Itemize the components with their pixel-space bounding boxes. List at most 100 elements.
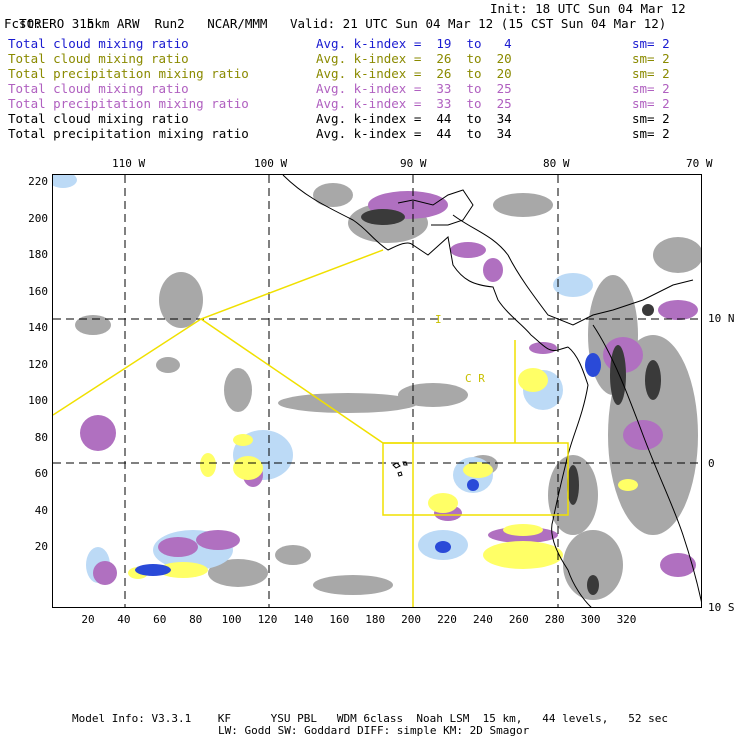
coastline-caribbean xyxy=(452,214,694,326)
fcst-label: Fcst: xyxy=(4,16,42,31)
gray-cloud xyxy=(159,272,203,328)
purple-area xyxy=(529,342,557,354)
bottom-tick-10: 220 xyxy=(437,613,457,626)
fcst-value: 3 h xyxy=(71,16,95,31)
legend-sm-2: sm= 2 xyxy=(632,66,670,81)
bottom-tick-15: 320 xyxy=(616,613,637,626)
dark-core xyxy=(361,209,405,225)
gray-cloud xyxy=(398,383,468,407)
center-label: NCAR/MMM xyxy=(207,16,268,31)
yellow-area xyxy=(428,493,458,513)
coastline-galapagos xyxy=(392,461,408,477)
yellow-area xyxy=(158,562,208,578)
legend-field-4: Total precipitation mixing ratio xyxy=(8,96,249,111)
right-tick-1: 0 xyxy=(708,457,715,470)
yellow-area xyxy=(503,524,543,536)
legend-kindex-2: Avg. k-index = 26 to 20 xyxy=(316,66,512,81)
yellow-area xyxy=(233,456,263,480)
coastline-andes-east xyxy=(592,324,701,602)
legend-field-2: Total precipitation mixing ratio xyxy=(8,66,249,81)
gray-cloud xyxy=(563,530,623,600)
coastlines xyxy=(282,175,701,607)
legend-sm-5: sm= 2 xyxy=(632,111,670,126)
bottom-tick-4: 100 xyxy=(221,613,242,626)
blue-area xyxy=(467,479,479,491)
label-costa-rica: C R xyxy=(465,372,485,385)
top-tick-0: 110 W xyxy=(112,157,146,170)
bottom-tick-12: 260 xyxy=(508,613,529,626)
top-tick-3: 80 W xyxy=(543,157,570,170)
bottom-tick-5: 120 xyxy=(257,613,278,626)
left-tick-8: 60 xyxy=(34,467,48,480)
top-tick-4: 70 W xyxy=(686,157,713,170)
yellow-area xyxy=(200,453,216,477)
left-tick-10: 20 xyxy=(34,540,48,553)
map-panel: I C R xyxy=(52,174,702,608)
legend-sm-0: sm= 2 xyxy=(632,36,670,51)
model-name: TORERO xyxy=(19,16,65,31)
gray-cloud xyxy=(156,357,180,373)
blue-area xyxy=(435,541,451,553)
purple-area xyxy=(158,537,198,557)
forecast-hour: Fcst: 3 h xyxy=(4,16,94,31)
model-resolution: 15km ARW xyxy=(79,16,140,31)
left-tick-0: 220 xyxy=(28,175,48,188)
legend-field-1: Total cloud mixing ratio xyxy=(8,51,189,66)
right-tick-0: 10 N xyxy=(708,312,735,325)
gray-cloud xyxy=(313,575,393,595)
left-tick-9: 40 xyxy=(34,503,48,517)
purple-area xyxy=(196,530,240,550)
gray-cloud xyxy=(208,559,268,587)
purple-area xyxy=(80,415,116,451)
light-blue-area xyxy=(53,175,77,188)
legend-sm-3: sm= 2 xyxy=(632,81,670,96)
legend-field-0: Total cloud mixing ratio xyxy=(8,36,189,51)
dark-core xyxy=(645,360,661,400)
light-blue-area xyxy=(553,273,593,297)
legend-kindex-0: Avg. k-index = 19 to 4 xyxy=(316,36,512,51)
right-tick-2: 10 S xyxy=(708,601,735,614)
legend-kindex-5: Avg. k-index = 44 to 34 xyxy=(316,111,512,126)
valid-time: Valid: 21 UTC Sun 04 Mar 12 (15 CST Sun … xyxy=(290,16,667,31)
dark-core xyxy=(610,345,626,405)
bottom-tick-7: 160 xyxy=(329,613,350,626)
left-tick-4: 140 xyxy=(28,321,48,334)
bottom-tick-6: 140 xyxy=(293,613,314,626)
bottom-tick-1: 40 xyxy=(117,613,131,626)
header-line-1: TORERO 15km ARW Run2 NCAR/MMM xyxy=(4,1,267,31)
bottom-tick-2: 60 xyxy=(153,613,167,626)
blue-areas xyxy=(135,353,601,576)
light-blue-areas xyxy=(53,175,593,583)
label-panama: I xyxy=(435,313,442,326)
gray-cloud xyxy=(75,315,111,335)
model-info-line-1: Model Info: V3.3.1 KF YSU PBL WDM 6class… xyxy=(72,712,669,725)
left-tick-2: 180 xyxy=(28,248,48,261)
legend-sm-6: sm= 2 xyxy=(632,126,670,141)
coastline-central-america xyxy=(282,175,569,352)
lat-lon-grid xyxy=(53,175,701,607)
bottom-tick-0: 20 xyxy=(81,613,95,626)
left-tick-3: 160 xyxy=(28,284,48,298)
legend-field-5: Total cloud mixing ratio xyxy=(8,111,189,126)
legend-field-3: Total cloud mixing ratio xyxy=(8,81,189,96)
left-tick-1: 200 xyxy=(28,211,48,225)
legend-kindex-4: Avg. k-index = 33 to 25 xyxy=(316,96,512,111)
bottom-tick-8: 180 xyxy=(365,613,386,626)
legend-sm-4: sm= 2 xyxy=(632,96,670,111)
bottom-tick-13: 280 xyxy=(544,613,565,626)
init-time: Init: 18 UTC Sun 04 Mar 12 xyxy=(490,1,686,16)
yellow-area xyxy=(483,541,563,569)
gray-cloud xyxy=(653,237,701,273)
inner-domain-box xyxy=(382,442,569,516)
purple-area xyxy=(93,561,117,585)
dark-core xyxy=(567,465,579,505)
left-tick-7: 80 xyxy=(34,430,48,444)
yellow-area xyxy=(518,368,548,392)
coastline-south-america xyxy=(551,346,592,607)
purple-area xyxy=(658,300,698,320)
dark-core xyxy=(642,304,654,316)
dark-core xyxy=(587,575,599,595)
legend-kindex-1: Avg. k-index = 26 to 20 xyxy=(316,51,512,66)
legend-kindex-6: Avg. k-index = 44 to 34 xyxy=(316,126,512,141)
legend-sm-1: sm= 2 xyxy=(632,51,670,66)
